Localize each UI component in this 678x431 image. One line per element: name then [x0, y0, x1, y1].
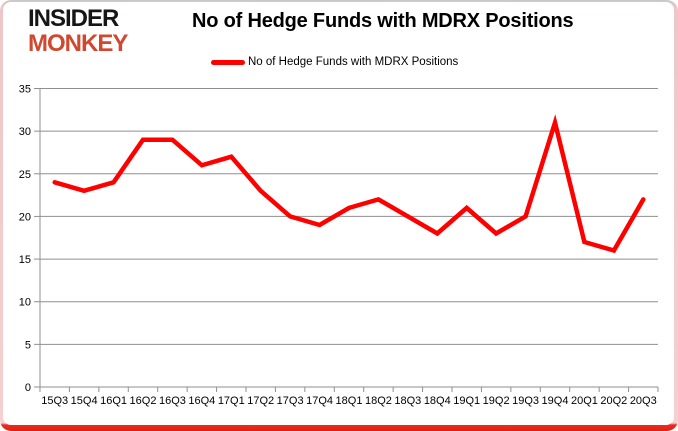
- x-axis-tick-label: 19Q4: [542, 395, 569, 407]
- legend-label: No of Hedge Funds with MDRX Positions: [248, 56, 459, 68]
- x-axis-tick-label: 15Q3: [41, 395, 68, 407]
- legend-line-swatch: [211, 59, 245, 65]
- y-axis-tick-label: 20: [19, 211, 31, 223]
- x-axis-tick-label: 18Q3: [394, 395, 421, 407]
- y-axis-tick-label: 15: [19, 254, 31, 266]
- y-axis-tick-label: 35: [19, 84, 31, 96]
- x-axis-tick-label: 19Q1: [453, 395, 480, 407]
- x-axis-tick-label: 15Q4: [71, 395, 98, 407]
- x-axis-tick-label: 19Q3: [512, 395, 539, 407]
- x-axis-tick-label: 17Q2: [247, 395, 274, 407]
- x-axis-tick-label: 16Q2: [130, 395, 157, 407]
- x-axis-tick-label: 17Q4: [306, 395, 333, 407]
- x-axis-tick-label: 20Q3: [630, 395, 657, 407]
- x-axis-tick-label: 18Q2: [365, 395, 392, 407]
- x-axis-tick-label: 16Q3: [159, 395, 186, 407]
- logo-line-monkey: MONKEY: [28, 30, 128, 57]
- x-axis-tick-label: 20Q1: [571, 395, 598, 407]
- logo-line-insider: INSIDER: [28, 5, 119, 32]
- x-axis-tick-label: 18Q4: [424, 395, 451, 407]
- x-axis-tick-label: 16Q1: [100, 395, 127, 407]
- insider-monkey-logo: INSIDER MONKEY: [28, 5, 128, 57]
- chart-title: No of Hedge Funds with MDRX Positions: [192, 10, 574, 32]
- x-axis-tick-label: 17Q1: [218, 395, 245, 407]
- y-axis-tick-label: 25: [19, 169, 31, 181]
- x-axis-tick-label: 19Q2: [483, 395, 510, 407]
- x-axis-tick-label: 17Q3: [277, 395, 304, 407]
- x-axis-tick-label: 16Q4: [188, 395, 215, 407]
- y-axis-tick-label: 5: [25, 339, 31, 351]
- hedge-fund-series-line: [52, 114, 646, 254]
- y-axis-tick-label: 10: [19, 297, 31, 309]
- y-axis-tick-label: 0: [25, 382, 31, 394]
- y-axis-tick-label: 30: [19, 126, 31, 138]
- x-axis-tick-label: 18Q1: [336, 395, 363, 407]
- legend: No of Hedge Funds with MDRX Positions: [211, 56, 458, 68]
- x-axis-tick-label: 20Q2: [600, 395, 627, 407]
